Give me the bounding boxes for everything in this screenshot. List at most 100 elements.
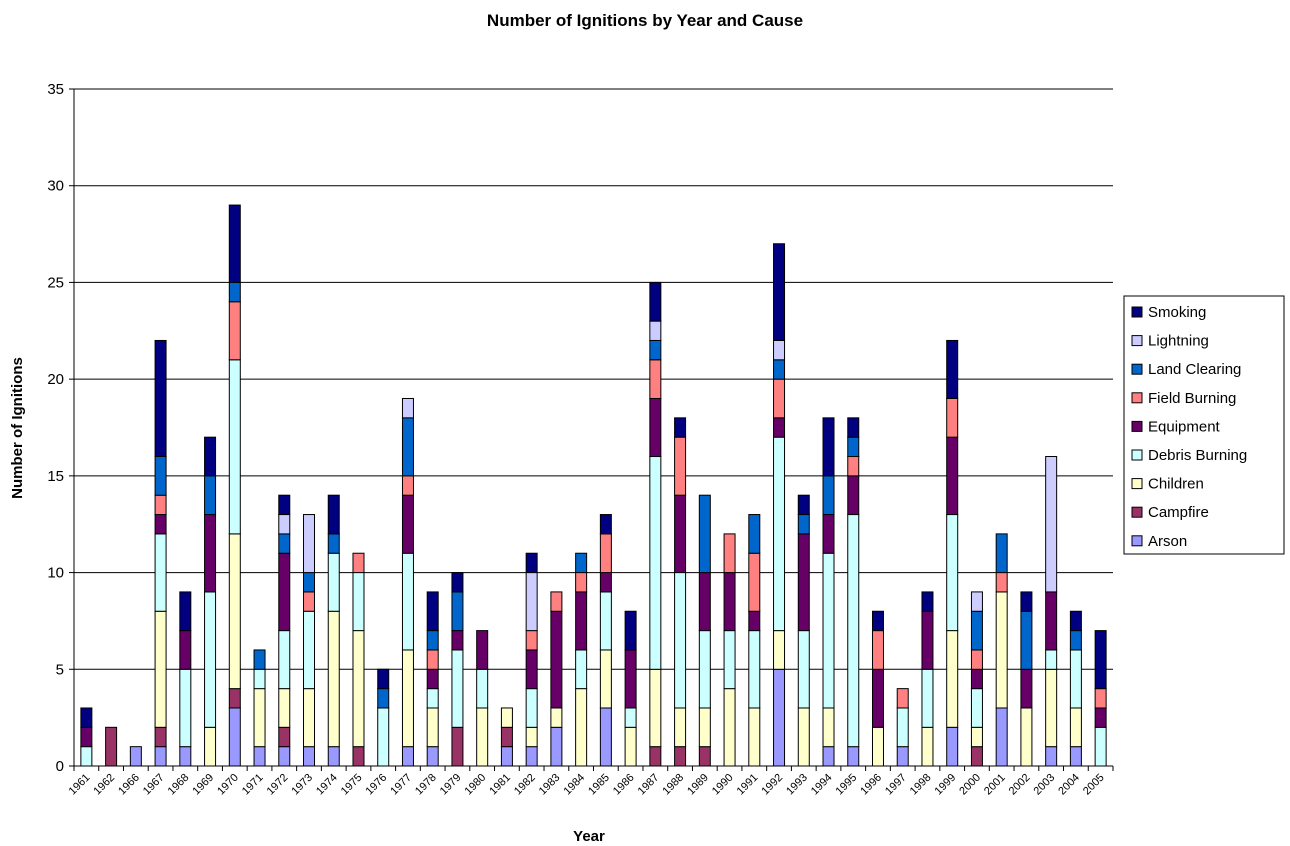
bar-segment-1995-arson [847, 746, 860, 767]
bar-segment-1970-debris-burning [228, 359, 241, 535]
bar-segment-2004-children [1069, 707, 1082, 748]
bar-segment-2000-children [970, 726, 983, 748]
bar-segment-1991-equipment [748, 610, 761, 632]
bar-segment-1989-land-clearing [698, 494, 711, 574]
bar-segment-1978-equipment [426, 668, 439, 690]
x-tick-label-1972: 1972 [265, 772, 291, 798]
bar-segment-1993-equipment [797, 533, 810, 632]
y-tick-label-35: 35 [47, 81, 64, 98]
bar-segment-1975-field-burning [352, 552, 365, 574]
x-tick-label-1962: 1962 [91, 772, 117, 798]
bar-segment-1977-land-clearing [401, 417, 414, 477]
bar-segment-1975-debris-burning [352, 572, 365, 632]
x-tick-label-1994: 1994 [809, 772, 835, 798]
bar-segment-1994-arson [822, 746, 835, 767]
bar-segment-1987-children [649, 668, 662, 748]
x-tick-label-2001: 2001 [982, 772, 1008, 798]
bar-segment-1996-smoking [871, 610, 884, 632]
bar-segment-1995-smoking [847, 417, 860, 438]
bar-segment-1998-children [921, 726, 934, 767]
bar-segment-1985-children [599, 649, 612, 709]
bar-segment-1972-equipment [278, 552, 291, 632]
y-tick-label-25: 25 [47, 274, 64, 291]
bar-segment-2004-smoking [1069, 610, 1082, 632]
bar-segment-1973-land-clearing [303, 572, 316, 593]
bar-segment-1978-children [426, 707, 439, 748]
bar-segment-1975-campfire [352, 746, 365, 767]
bar-segment-2003-debris-burning [1045, 649, 1058, 670]
bar-segment-1973-field-burning [303, 591, 316, 612]
bar-segment-1992-lightning [773, 339, 786, 361]
legend-swatch-field-burning [1131, 392, 1143, 404]
bar-segment-2002-smoking [1020, 591, 1033, 612]
legend-label-campfire: Campfire [1148, 504, 1209, 521]
bar-segment-1986-smoking [624, 610, 637, 651]
bar-segment-1991-debris-burning [748, 630, 761, 709]
bar-segment-1986-equipment [624, 649, 637, 709]
bar-segment-1989-debris-burning [698, 630, 711, 709]
bar-segment-1966-arson [129, 746, 142, 767]
bar-segment-1992-arson [773, 668, 786, 767]
bar-segment-1979-equipment [451, 630, 464, 651]
bar-segment-1985-field-burning [599, 533, 612, 574]
bar-segment-1981-arson [500, 746, 513, 767]
bar-segment-1990-field-burning [723, 533, 736, 574]
bar-segment-1971-arson [253, 746, 266, 767]
bar-segment-1984-debris-burning [575, 649, 588, 690]
bar-segment-1967-campfire [154, 726, 167, 748]
y-axis-title: Number of Ignitions [9, 357, 26, 499]
y-tick-label-30: 30 [47, 178, 64, 195]
legend-swatch-children [1131, 478, 1143, 490]
bar-segment-2000-field-burning [970, 649, 983, 670]
bar-segment-1972-children [278, 688, 291, 728]
x-tick-label-1967: 1967 [141, 772, 167, 798]
bar-segment-1970-field-burning [228, 301, 241, 361]
bar-segment-1987-campfire [649, 746, 662, 767]
bar-segment-1992-smoking [773, 243, 786, 341]
x-tick-label-1971: 1971 [240, 772, 266, 798]
bar-segment-1973-debris-burning [303, 610, 316, 690]
x-tick-label-1983: 1983 [537, 772, 563, 798]
x-tick-label-1995: 1995 [834, 772, 860, 798]
bar-segment-1993-debris-burning [797, 630, 810, 709]
legend-label-lightning: Lightning [1148, 333, 1209, 350]
bar-segment-2000-lightning [970, 591, 983, 612]
bar-segment-2005-smoking [1094, 630, 1107, 690]
bar-segment-1970-smoking [228, 204, 241, 283]
bar-segment-1992-debris-burning [773, 436, 786, 632]
bar-segment-1998-equipment [921, 610, 934, 670]
bar-segment-1972-lightning [278, 514, 291, 535]
bar-segment-1994-children [822, 707, 835, 748]
bar-segment-1989-children [698, 707, 711, 748]
bar-segment-1970-arson [228, 707, 241, 767]
bar-segment-1992-field-burning [773, 378, 786, 419]
x-tick-label-1976: 1976 [364, 772, 390, 798]
bar-segment-2000-land-clearing [970, 610, 983, 651]
bar-segment-1976-smoking [377, 668, 390, 690]
bar-segment-1987-field-burning [649, 359, 662, 399]
x-tick-label-1970: 1970 [215, 772, 241, 798]
x-tick-label-1992: 1992 [759, 772, 785, 798]
bar-segment-1999-smoking [946, 339, 959, 399]
bar-segment-1971-children [253, 688, 266, 748]
legend-swatch-arson [1131, 535, 1143, 547]
y-tick-label-0: 0 [56, 758, 64, 775]
x-tick-label-1969: 1969 [190, 772, 216, 798]
bar-segment-1995-land-clearing [847, 436, 860, 458]
x-tick-label-2004: 2004 [1056, 772, 1082, 798]
x-tick-label-2003: 2003 [1031, 772, 1057, 798]
bar-segment-1996-field-burning [871, 630, 884, 670]
bar-segment-1971-debris-burning [253, 668, 266, 690]
bar-segment-1985-arson [599, 707, 612, 767]
bar-segment-1987-land-clearing [649, 339, 662, 361]
legend-swatch-lightning [1131, 335, 1143, 347]
legend-label-children: Children [1148, 476, 1204, 493]
bar-segment-2003-equipment [1045, 591, 1058, 651]
gridlines [74, 88, 1113, 670]
bar-segment-1983-children [550, 707, 563, 728]
bar-segment-1968-debris-burning [179, 668, 192, 748]
bar-segment-2002-children [1020, 707, 1033, 767]
bar-segment-1988-debris-burning [674, 572, 687, 709]
bar-segment-1999-debris-burning [946, 514, 959, 632]
